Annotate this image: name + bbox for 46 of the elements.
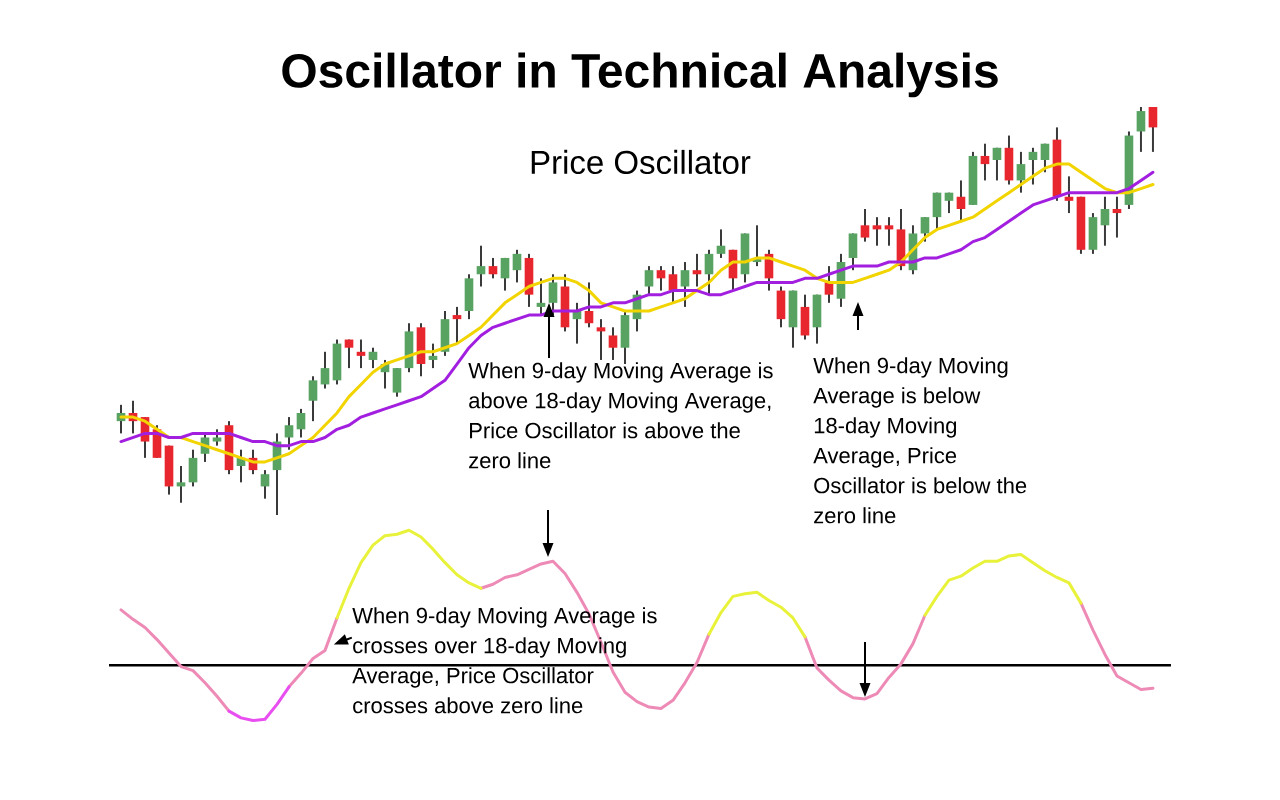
candlestick [608,326,618,361]
candlestick [1112,195,1122,239]
candlestick [488,256,498,280]
candlestick [680,261,690,308]
candlestick [428,342,438,370]
candlestick [1040,142,1050,174]
candlestick [512,248,522,284]
candlestick [296,407,306,439]
candlestick [1100,195,1110,247]
candlestick [1136,105,1146,153]
candlestick [500,256,510,292]
annotation: When 9-day Moving Average is crosses over 18-day Moving Average, Price Oscillator crosses above zero line [352,607,657,714]
candlestick [356,338,366,370]
candlestick [260,469,270,500]
candlestick [656,265,666,292]
candlestick [284,416,294,451]
candlestick [308,375,318,423]
text: Price Oscillator [531,149,751,175]
annotation: When 9-day Moving Average is below 18-day Moving Average, Price Oscillator is below the zero line [813,357,1027,524]
candlestick [692,252,702,288]
candlestick [176,465,186,504]
candlestick [344,338,354,370]
candlestick [536,277,546,317]
candlestick [704,248,714,296]
candlestick [596,318,606,361]
candlestick [452,305,462,345]
candlestick [476,244,486,288]
candlestick [872,216,882,247]
chart-title: Oscillator in Technical Analysis [282,52,998,98]
candlestick [980,142,990,182]
candlestick [716,228,726,259]
candlestick [860,207,870,243]
candlestick [992,146,1002,182]
annotation: When 9-day Moving Average is above 18-day Moving Average, Price Oscillator is above the zero line [468,362,773,469]
candlestick [1028,146,1038,186]
candlestick [1064,175,1074,215]
candlestick [920,216,930,243]
candlestick [320,350,330,390]
candlestick [368,346,378,370]
candlestick [1016,150,1026,194]
candlestick [644,265,654,296]
candlestick [884,216,894,247]
candlestick [584,281,594,329]
candlestick [548,273,558,317]
candlestick [956,179,966,223]
candlestick [1148,105,1158,153]
